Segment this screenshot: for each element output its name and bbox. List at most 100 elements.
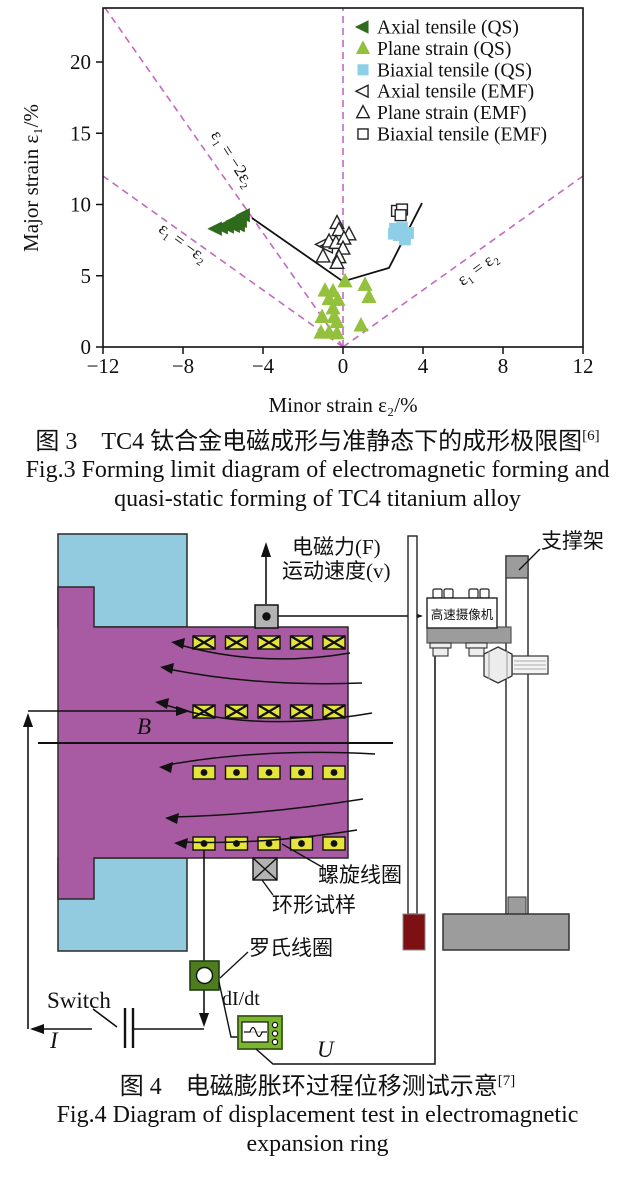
support-leader-line — [518, 548, 541, 571]
x-tick-label: −12 — [87, 354, 120, 378]
camera-bottom-bolts — [429, 642, 488, 657]
data-marker — [331, 221, 347, 237]
fig4-caption-en-line2: expansion ring — [246, 1130, 389, 1157]
guide-line-label: ε₁ = −ε₂ — [155, 218, 212, 267]
x-tick-label: −8 — [172, 354, 194, 378]
camera-top-bolts — [432, 588, 490, 599]
support-post-foot — [507, 896, 527, 916]
series-plane-strain-qs- — [313, 272, 377, 340]
data-marker — [337, 272, 353, 288]
switch-label: Switch — [47, 988, 111, 1013]
figure-4: B Switch I 罗氏线圈 dI/ — [0, 527, 635, 1158]
clamp-bolt — [483, 646, 549, 684]
support-base — [442, 913, 570, 951]
wire-arrow-down — [199, 1012, 209, 1027]
data-marker — [314, 308, 330, 323]
x-tick-label: 0 — [338, 354, 349, 378]
voltage-label: U — [317, 1037, 335, 1062]
screen-waveform — [244, 1026, 267, 1038]
y-axis-label: Major strain ε₁/% — [19, 104, 43, 252]
force-arrow-head — [261, 541, 271, 557]
didt-label: dI/dt — [222, 988, 260, 1010]
legend-label: Biaxial tensile (EMF) — [377, 125, 547, 146]
x-tick-label: −4 — [252, 354, 275, 378]
series-biaxial-tensile-qs- — [388, 222, 414, 246]
x-axis-label: Minor strain ε₂/% — [268, 393, 417, 417]
data-marker — [399, 233, 411, 246]
rogowski-coil-hole — [195, 966, 214, 985]
coil-label: 螺旋线圈 — [318, 863, 402, 887]
x-tick-label: 12 — [573, 354, 594, 378]
voltage-signal-wire — [255, 654, 436, 1065]
x-tick-label: 4 — [418, 354, 429, 378]
ring-specimen — [252, 857, 278, 881]
camera-bracket — [426, 626, 512, 644]
fig3-caption-zh: 图 3 TC4 钛合金电磁成形与准静态下的成形极限图[6] — [0, 428, 635, 456]
support-label: 支撑架 — [541, 529, 604, 553]
y-tick-label: 10 — [70, 193, 91, 217]
data-marker — [329, 253, 345, 270]
figure-3: ε₁ = −2ε₂ ε₁ = −ε₂ ε₁ = ε₂ −12 −8 −4 0 4 8 12 0 5 10… — [0, 0, 635, 513]
guide-line — [342, 175, 584, 348]
fig3-caption-en-line1: Fig.3 Forming limit diagram of electroma… — [25, 457, 610, 484]
y-tick-label: 15 — [70, 121, 91, 145]
data-marker — [357, 276, 373, 291]
speed-label: 运动速度(v) — [282, 559, 391, 583]
tracking-marker-dot — [262, 612, 271, 621]
data-marker — [235, 208, 250, 223]
legend-label: Plane strain (EMF) — [377, 103, 526, 124]
legend-marker — [354, 20, 369, 34]
didt-signal-wire — [218, 981, 238, 1038]
legend-marker — [354, 84, 369, 99]
guide-line-label: ε₁ = ε₂ — [453, 247, 502, 290]
data-marker — [394, 209, 407, 222]
legend-label: Axial tensile (QS) — [377, 18, 519, 39]
camera-assembly: 高速摄像机 — [426, 588, 549, 684]
drive-circuit — [23, 705, 204, 1048]
legend-label: Biaxial tensile (QS) — [377, 60, 532, 81]
oscilloscope-knobs — [271, 1021, 279, 1046]
coil-row-x-2 — [192, 703, 346, 719]
forming-limit-chart: ε₁ = −2ε₂ ε₁ = −ε₂ ε₁ = ε₂ −12 −8 −4 0 4 8 12 0 5 10… — [19, 7, 594, 417]
legend-label: Axial tensile (EMF) — [377, 82, 534, 103]
legend-marker — [355, 104, 371, 119]
y-tick-label: 5 — [81, 264, 92, 288]
coil-leader-line — [281, 843, 323, 868]
fig4-caption-zh-text: 图 4 电磁膨胀环过程位移测试示意 — [119, 1073, 498, 1100]
b-field-label: B — [137, 714, 151, 739]
y-tick-label: 0 — [81, 335, 92, 359]
guide-line — [102, 175, 344, 348]
coil-row-dot-1 — [192, 765, 346, 780]
legend-marker — [357, 64, 369, 76]
y-tick-label: 20 — [70, 50, 91, 74]
force-label: 电磁力(F) — [292, 535, 381, 559]
data-marker — [353, 317, 369, 332]
legend-marker — [355, 40, 371, 54]
specimen-leader-line — [261, 879, 274, 896]
data-marker — [315, 247, 331, 263]
rogowski-leader-line — [219, 951, 249, 979]
fig3-caption-en-line2: quasi-static forming of TC4 titanium all… — [114, 485, 521, 512]
data-marker — [330, 291, 346, 306]
rod-weight — [402, 913, 426, 951]
rogowski-coil — [189, 960, 220, 991]
fig4-caption-zh: 图 4 电磁膨胀环过程位移测试示意[7] — [0, 1073, 635, 1101]
switch-blade — [92, 1008, 118, 1028]
camera-body — [426, 597, 498, 629]
guide-line-label: ε₁ = −2ε₂ — [207, 126, 259, 191]
camera-label: 高速摄像机 — [431, 607, 494, 622]
series-axial-tensile-qs- — [207, 208, 250, 236]
data-marker — [361, 288, 377, 304]
legend-label: Plane strain (QS) — [377, 39, 511, 60]
guide-line — [104, 7, 344, 348]
current-direction-arrow — [30, 1023, 44, 1034]
fig3-caption-zh-text: 图 3 TC4 钛合金电磁成形与准静态下的成形极限图 — [35, 429, 583, 455]
fig4-caption-en-line1: Fig.4 Diagram of displacement test in el… — [56, 1102, 579, 1129]
em-ring-diagram: B Switch I 罗氏线圈 dI/ — [23, 529, 604, 1065]
legend-marker — [357, 128, 369, 140]
series-plane-strain-emf- — [315, 214, 357, 270]
x-tick-label: 8 — [498, 354, 509, 378]
fig4-caption-zh-ref: [7] — [497, 1072, 516, 1089]
rogowski-label: 罗氏线圈 — [249, 936, 333, 960]
specimen-label: 环形试样 — [272, 893, 356, 917]
